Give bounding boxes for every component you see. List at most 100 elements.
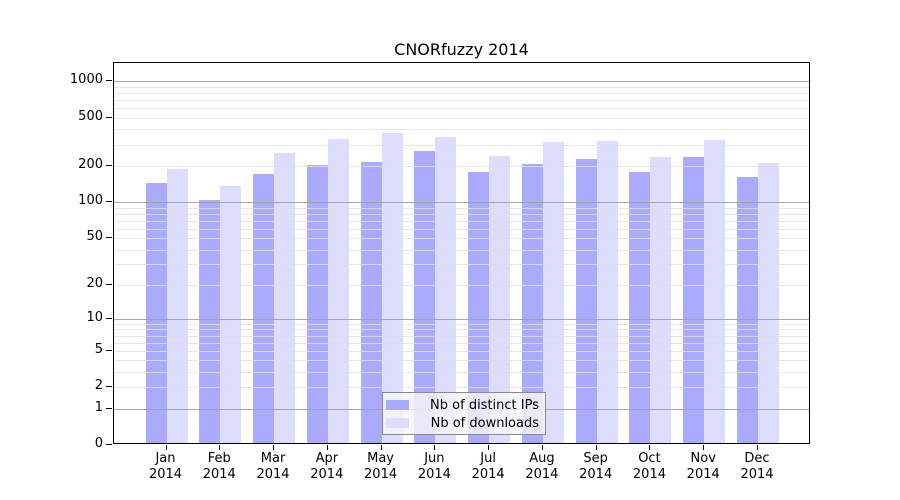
month-name: Aug [529,451,555,466]
x-tick-may [380,445,382,450]
month-year: 2014 [417,467,451,482]
minor-gridline-50 [114,238,809,240]
month-year: 2014 [256,467,290,482]
x-tick-label-aug: Aug 2014 [512,451,572,483]
bar-may-distinct-ips [360,162,382,443]
bar-mar-distinct-ips [253,173,275,443]
x-tick-nov [703,445,705,450]
minor-gridline-3 [114,372,809,374]
bar-sep-downloads [596,141,618,443]
minor-gridline-60 [114,228,809,230]
minor-gridline-20 [114,284,809,286]
major-gridline-1000 [114,81,809,83]
bar-sep-distinct-ips [575,158,597,443]
y-tick-label-20: 20 [86,275,103,291]
legend: Nb of distinct IPs Nb of downloads [382,392,546,435]
y-tick-label-1000: 1000 [69,72,103,88]
month-year: 2014 [632,467,666,482]
minor-gridline-8 [114,329,809,331]
x-tick-sep [595,445,597,450]
minor-gridline-7 [114,335,809,337]
bar-jun-distinct-ips [414,150,436,443]
legend-swatch-distinct-ips [386,400,409,410]
y-tick-100 [106,201,112,203]
x-tick-mar [273,445,275,450]
minor-gridline-9 [114,323,809,325]
month-name: Jan [155,451,176,466]
y-tick-1000 [106,80,112,82]
month-year: 2014 [579,467,613,482]
legend-label-distinct-ips: Nb of distinct IPs [430,397,539,413]
bar-dec-distinct-ips [737,176,758,443]
month-name: Jul [480,451,496,466]
y-tick-50 [106,237,112,239]
bar-mar-downloads [274,152,296,443]
month-name: Apr [315,451,339,466]
bar-apr-distinct-ips [306,164,328,443]
minor-gridline-70 [114,220,809,222]
month-name: Jun [424,451,445,466]
bar-jun-downloads [435,136,457,443]
x-tick-label-sep: Sep 2014 [566,451,626,483]
x-tick-jan [165,445,167,450]
legend-swatch-downloads [386,418,409,428]
minor-gridline-300 [114,144,809,146]
y-tick-label-2: 2 [94,378,103,394]
y-tick-500 [106,116,112,118]
y-tick-10 [106,317,112,319]
month-name: Oct [638,451,661,466]
major-gridline-100 [114,202,809,204]
minor-gridline-80 [114,213,809,215]
x-tick-oct [649,445,651,450]
bar-oct-downloads [650,157,672,443]
legend-label-downloads: Nb of downloads [430,415,539,431]
x-tick-jun [434,445,436,450]
month-year: 2014 [202,467,236,482]
x-tick-label-feb: Feb 2014 [189,451,249,483]
y-tick-label-0: 0 [94,436,103,451]
legend-row-0: Nb of distinct IPs [386,396,539,414]
x-tick-label-nov: Nov 2014 [673,451,733,483]
x-tick-label-dec: Dec 2014 [727,451,787,483]
month-year: 2014 [310,467,344,482]
minor-gridline-6 [114,342,809,344]
minor-gridline-2 [114,387,809,389]
bar-feb-distinct-ips [199,199,221,443]
y-tick-label-100: 100 [78,193,103,209]
bar-jan-distinct-ips [145,182,167,443]
x-tick-apr [326,445,328,450]
x-tick-label-jun: Jun 2014 [404,451,464,483]
x-tick-label-apr: Apr 2014 [297,451,357,483]
x-tick-label-jan: Jan 2014 [136,451,196,483]
minor-gridline-5 [114,350,809,352]
y-tick-0 [106,444,112,445]
minor-gridline-90 [114,207,809,209]
month-year: 2014 [740,467,774,482]
minor-gridline-200 [114,165,809,167]
month-name: Feb [207,451,231,466]
minor-gridline-500 [114,117,809,119]
legend-row-1: Nb of downloads [386,414,539,432]
minor-gridline-700 [114,100,809,102]
major-gridline-10 [114,318,809,320]
bar-may-downloads [381,132,403,443]
bar-aug-distinct-ips [521,163,543,443]
y-tick-label-200: 200 [78,156,103,172]
y-tick-200 [106,164,112,166]
x-tick-dec [757,445,758,450]
x-tick-aug [541,445,543,450]
bar-jan-downloads [166,168,188,443]
minor-gridline-30 [114,264,809,266]
chart-title: CNORfuzzy 2014 [394,40,529,59]
y-tick-2 [106,386,112,388]
minor-gridline-40 [114,249,809,251]
minor-gridline-900 [114,86,809,88]
minor-gridline-400 [114,129,809,131]
y-tick-label-1: 1 [94,399,103,415]
month-year: 2014 [364,467,398,482]
plot-area [113,62,810,444]
month-year: 2014 [525,467,559,482]
x-tick-label-may: May 2014 [351,451,411,483]
month-name: Nov [690,451,716,466]
